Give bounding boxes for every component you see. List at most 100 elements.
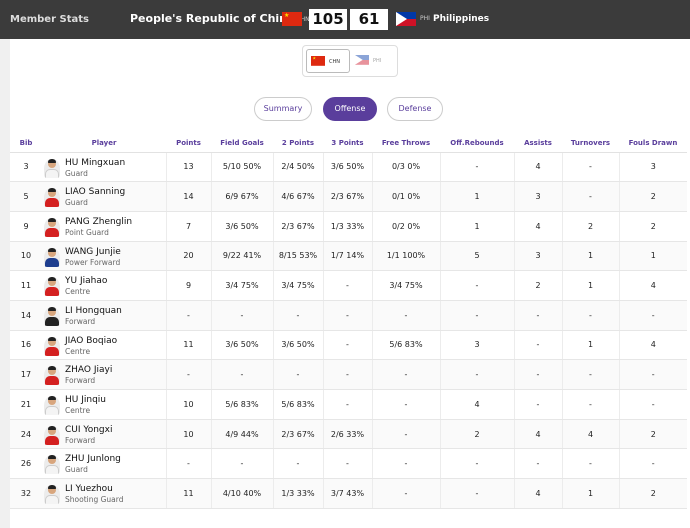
field-goals-cell: 4/10 40%: [210, 478, 273, 509]
tab-summary[interactable]: Summary: [254, 97, 312, 121]
player-position: Guard: [65, 465, 88, 475]
player-cell[interactable]: LIAO Sanning Guard: [42, 181, 166, 212]
player-avatar: [44, 188, 60, 208]
player-cell[interactable]: JIAO Boqiao Centre: [42, 330, 166, 361]
points-cell: 14: [165, 181, 211, 212]
fouls-drawn-cell: 2: [618, 181, 687, 212]
philippines-flag-icon: [396, 12, 416, 26]
points-cell: 13: [165, 152, 211, 183]
philippines-flag-icon: [355, 55, 369, 65]
free-throws-cell: -: [371, 359, 440, 390]
assists-cell: 4: [513, 211, 562, 242]
bib-cell: 16: [10, 330, 42, 361]
off-rebounds-cell: 5: [439, 241, 514, 272]
off-rebounds-cell: -: [439, 478, 514, 509]
player-cell[interactable]: CUI Yongxi Forward: [42, 419, 166, 450]
fouls-drawn-cell: 3: [618, 152, 687, 183]
tab-defense[interactable]: Defense: [387, 97, 443, 121]
player-name: YU Jiahao: [65, 276, 108, 287]
page-title: Member Stats: [10, 14, 89, 25]
player-position: Point Guard: [65, 227, 109, 237]
points-cell: 20: [165, 241, 211, 272]
turnovers-cell: 4: [561, 419, 619, 450]
tab-offense[interactable]: Offense: [323, 97, 377, 121]
points-cell: 9: [165, 270, 211, 301]
free-throws-cell: 5/6 83%: [371, 330, 440, 361]
team-switch-chn[interactable]: CHN: [306, 49, 350, 73]
turnovers-cell: -: [561, 181, 619, 212]
two-points-cell: -: [272, 300, 323, 331]
player-avatar: [44, 158, 60, 178]
assists-cell: 4: [513, 419, 562, 450]
fouls-drawn-cell: 2: [618, 211, 687, 242]
player-avatar: [44, 455, 60, 475]
two-points-cell: 2/3 67%: [272, 211, 323, 242]
three-points-cell: 3/6 50%: [322, 152, 372, 183]
column-header: Assists: [514, 135, 562, 153]
points-cell: -: [165, 448, 211, 480]
bib-cell: 32: [10, 478, 42, 509]
china-flag-icon: [282, 12, 302, 26]
off-rebounds-cell: 4: [439, 389, 514, 420]
free-throws-cell: 1/1 100%: [371, 241, 440, 272]
free-throws-cell: -: [371, 419, 440, 450]
field-goals-cell: 3/6 50%: [210, 330, 273, 361]
table-row: 14 LI Hongquan Forward - - - - - - - - -: [10, 300, 687, 331]
player-position: Forward: [65, 435, 96, 445]
player-cell[interactable]: WANG Junjie Power Forward: [42, 241, 166, 272]
free-throws-cell: -: [371, 448, 440, 480]
player-cell[interactable]: PANG Zhenglin Point Guard: [42, 211, 166, 242]
bib-cell: 3: [10, 152, 42, 183]
player-position: Centre: [65, 346, 91, 356]
player-avatar: [44, 217, 60, 237]
player-position: Forward: [65, 376, 96, 386]
table-row: 21 HU Jinqiu Centre 10 5/6 83% 5/6 83% - -4- - -: [10, 389, 687, 420]
player-name: LIAO Sanning: [65, 187, 126, 198]
free-throws-cell: -: [371, 300, 440, 331]
three-points-cell: -: [322, 448, 372, 480]
field-goals-cell: 3/6 50%: [210, 211, 273, 242]
three-points-cell: -: [322, 389, 372, 420]
turnovers-cell: -: [561, 300, 619, 331]
assists-cell: -: [513, 359, 562, 390]
field-goals-cell: 6/9 67%: [210, 181, 273, 212]
player-cell[interactable]: HU Jinqiu Centre: [42, 389, 166, 420]
player-cell[interactable]: HU Mingxuan Guard: [42, 152, 166, 183]
player-name: JIAO Boqiao: [65, 335, 118, 346]
off-rebounds-cell: -: [439, 152, 514, 183]
player-cell[interactable]: YU Jiahao Centre: [42, 270, 166, 301]
turnovers-cell: 1: [561, 478, 619, 509]
player-cell[interactable]: ZHAO Jiayi Forward: [42, 359, 166, 390]
table-row: 24 CUI Yongxi Forward 10 4/9 44% 2/3 67% 2/6 3…: [10, 419, 687, 450]
player-avatar: [44, 425, 60, 445]
column-header: Points: [166, 135, 211, 153]
two-points-cell: -: [272, 359, 323, 390]
player-name: ZHU Junlong: [65, 454, 121, 465]
player-position: Shooting Guard: [65, 495, 124, 505]
player-avatar: [44, 306, 60, 326]
off-rebounds-cell: 1: [439, 181, 514, 212]
fouls-drawn-cell: -: [618, 389, 687, 420]
fouls-drawn-cell: -: [618, 300, 687, 331]
fouls-drawn-cell: 2: [618, 478, 687, 509]
off-rebounds-cell: -: [439, 448, 514, 480]
player-cell[interactable]: LI Hongquan Forward: [42, 300, 166, 331]
team-switch-phi[interactable]: PHI: [351, 49, 395, 73]
free-throws-cell: 0/1 0%: [371, 181, 440, 212]
bib-cell: 5: [10, 181, 42, 212]
column-header: Field Goals: [211, 135, 273, 153]
player-cell[interactable]: ZHU Junlong Guard: [42, 448, 166, 480]
column-header: Fouls Drawn: [619, 135, 687, 153]
table-row: 3 HU Mingxuan Guard 13 5/10 50% 2/4 50% 3/6 50…: [10, 152, 687, 183]
column-header: 3 Points: [323, 135, 372, 153]
assists-cell: -: [513, 300, 562, 331]
field-goals-cell: -: [210, 359, 273, 390]
fouls-drawn-cell: 2: [618, 419, 687, 450]
field-goals-cell: 5/6 83%: [210, 389, 273, 420]
player-name: PANG Zhenglin: [65, 216, 133, 227]
player-cell[interactable]: LI Yuezhou Shooting Guard: [42, 478, 166, 509]
points-cell: 10: [165, 419, 211, 450]
player-avatar: [44, 396, 60, 415]
three-points-cell: -: [322, 330, 372, 361]
three-points-cell: 2/3 67%: [322, 181, 372, 212]
